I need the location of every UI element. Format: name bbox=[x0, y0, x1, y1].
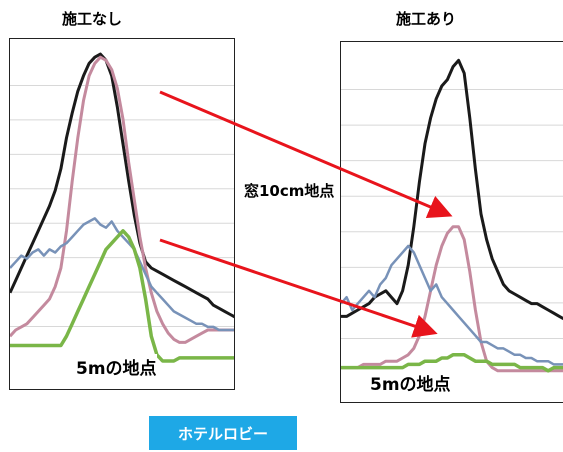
arrow-upper bbox=[159, 90, 453, 219]
right-chart-pink-series-line bbox=[341, 225, 563, 373]
chart-title-right: 施工あり bbox=[396, 10, 457, 28]
left-chart-blue-series-line bbox=[10, 217, 234, 332]
right-chart-black-series-line bbox=[341, 58, 563, 321]
chart-title-left: 施工なし bbox=[62, 10, 123, 28]
hotel-lobby-badge: ホテルロビー bbox=[149, 416, 297, 450]
chart-panel-left bbox=[9, 38, 235, 390]
five-m-label-right: 5mの地点 bbox=[370, 370, 451, 395]
right-chart-blue-series-line bbox=[341, 244, 563, 366]
chart-right-svg bbox=[341, 58, 563, 373]
right-chart-green-series-line bbox=[341, 353, 563, 373]
chart-panel-right bbox=[340, 41, 563, 403]
left-chart-pink-series-line bbox=[10, 55, 234, 344]
left-chart-black-series-line bbox=[10, 52, 234, 319]
left-chart-green-series-line bbox=[10, 229, 234, 363]
five-m-label-left: 5mの地点 bbox=[76, 354, 157, 379]
chart-left-svg bbox=[10, 52, 234, 363]
arrow-lower bbox=[159, 238, 438, 338]
window-10cm-label: 窓10cm地点 bbox=[243, 180, 336, 201]
